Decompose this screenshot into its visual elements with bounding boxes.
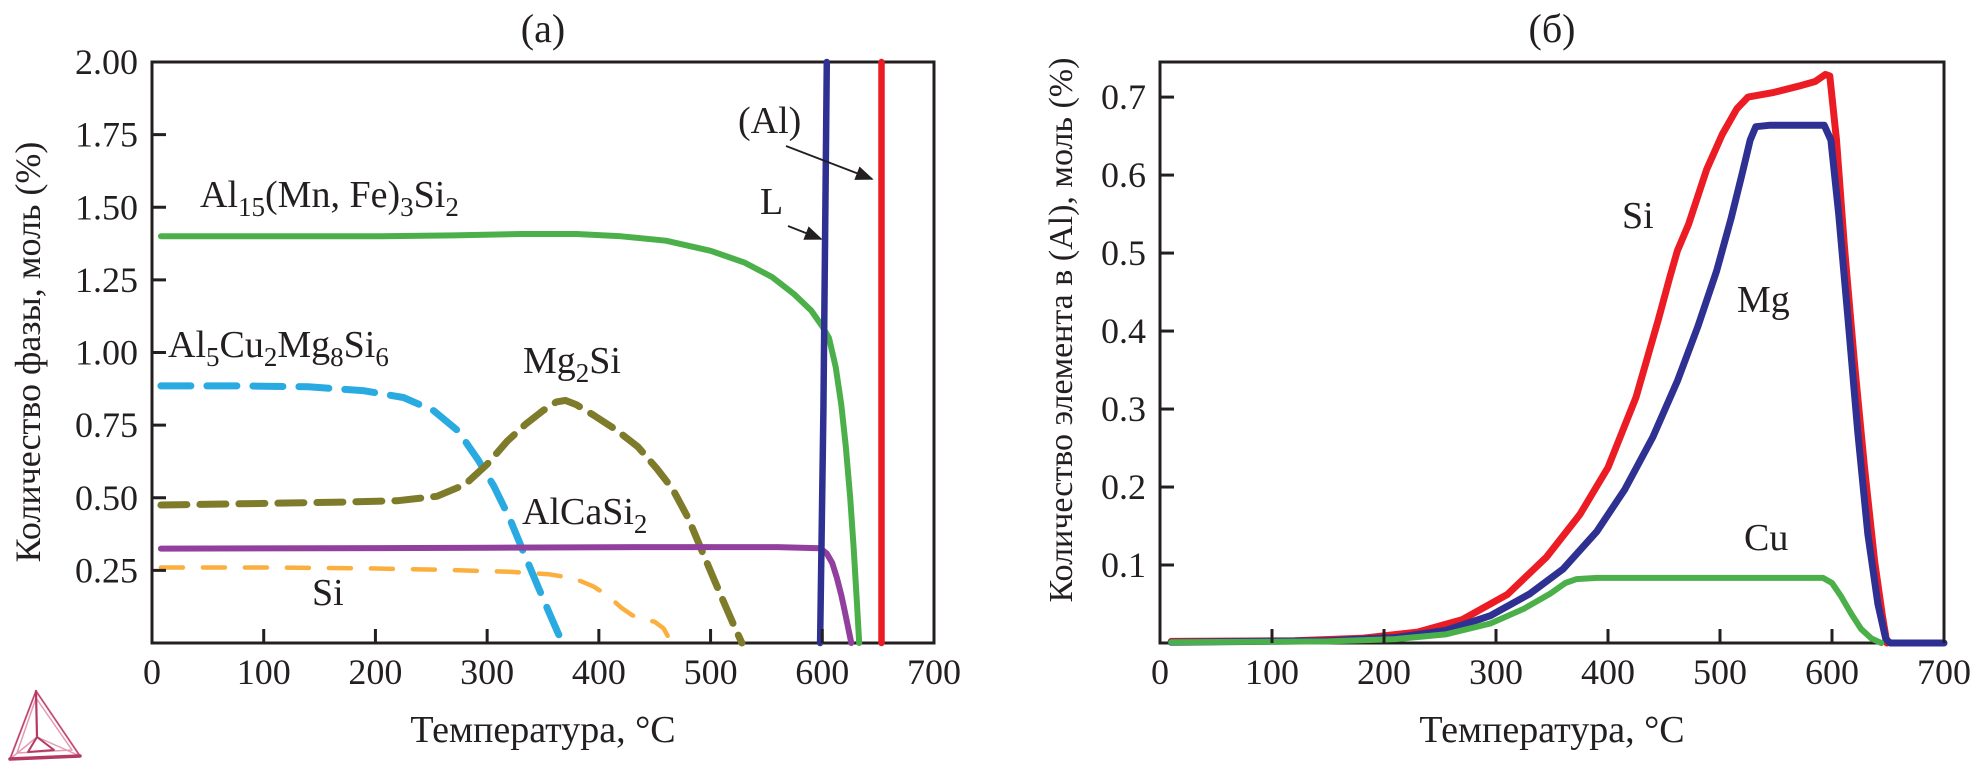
y-tick-label-b: 0.2 bbox=[1101, 467, 1146, 507]
x-tick-label-b: 0 bbox=[1151, 652, 1169, 692]
label-mg-in-al: Mg bbox=[1737, 279, 1790, 321]
logo-edge bbox=[36, 736, 81, 757]
label-liquid: L bbox=[760, 181, 783, 223]
series-b-mg-in-al bbox=[1167, 121, 1948, 647]
series-a-alcasi2 bbox=[157, 544, 855, 646]
thermo-calc-tetrahedron-logo bbox=[8, 689, 82, 761]
series-a-liquid bbox=[816, 58, 831, 647]
logo-edge bbox=[8, 754, 82, 761]
logo-edge bbox=[27, 736, 55, 753]
panel-b-ylabel: Количество элемента в (Al), моль (%) bbox=[1043, 58, 1080, 603]
y-tick-label-a: 0.25 bbox=[75, 550, 138, 590]
panel-a-ylabel: Количество фазы, моль (%) bbox=[8, 142, 48, 563]
panel-a: 0 100 200 300 400 500 600 700 0.25 0.50 0.75 1.00 1.… bbox=[8, 6, 961, 751]
y-tick-label-b: 0.6 bbox=[1101, 155, 1146, 195]
logo-edge bbox=[16, 697, 73, 754]
y-tick-label-a: 1.00 bbox=[75, 333, 138, 373]
al-fcc-arrow bbox=[785, 145, 874, 180]
label-si-in-al: Si bbox=[1622, 195, 1654, 237]
x-tick-label-b: 300 bbox=[1469, 652, 1523, 692]
y-tick-label-a: 1.25 bbox=[75, 260, 138, 300]
label-al15-mn-fe-3-si2: Al15(Mn, Fe)3Si2 bbox=[200, 174, 459, 222]
logo-edge bbox=[8, 689, 82, 761]
x-tick-label-b: 500 bbox=[1693, 652, 1747, 692]
series-a-mg2si bbox=[157, 396, 746, 647]
label-al-fcc: (Al) bbox=[738, 100, 801, 142]
panel-b: 0 100 200 300 400 500 600 700 0.1 0.2 0.3 0.4 0.5 0.6… bbox=[1043, 6, 1971, 751]
series-a-al5cu2mg8si6 bbox=[157, 382, 568, 647]
x-tick-label-a: 600 bbox=[795, 652, 849, 692]
y-tick-label-b: 0.5 bbox=[1101, 233, 1146, 273]
x-tick-label-a: 200 bbox=[348, 652, 402, 692]
series-b-cu-in-al bbox=[1168, 574, 1885, 646]
panel-a-title: (a) bbox=[521, 6, 565, 51]
label-cu-in-al: Cu bbox=[1744, 517, 1788, 559]
x-tick-label-a: 700 bbox=[907, 652, 961, 692]
label-mg2si: Mg2Si bbox=[523, 340, 621, 388]
logo-edge bbox=[9, 690, 81, 760]
y-tick-label-a: 1.75 bbox=[75, 115, 138, 155]
x-tick-label-b: 200 bbox=[1357, 652, 1411, 692]
liquid-arrow bbox=[787, 225, 823, 240]
y-tick-label-b: 0.1 bbox=[1101, 545, 1146, 585]
series-a-al15-mn-fe-3-si2 bbox=[157, 231, 863, 646]
panel-a-xlabel: Температура, °C bbox=[410, 709, 675, 751]
x-tick-label-a: 100 bbox=[237, 652, 291, 692]
x-tick-label-a: 500 bbox=[684, 652, 738, 692]
plot-frame-b bbox=[1158, 60, 1946, 645]
x-tick-label-a: 400 bbox=[572, 652, 626, 692]
x-tick-label-b: 600 bbox=[1805, 652, 1859, 692]
label-si-phase: Si bbox=[312, 572, 344, 614]
logo-edge bbox=[34, 689, 39, 739]
panel-b-title: (б) bbox=[1529, 6, 1576, 51]
y-tick-label-b: 0.7 bbox=[1101, 77, 1146, 117]
logo-edge bbox=[9, 736, 38, 760]
panel-b-xlabel: Температура, °C bbox=[1419, 709, 1684, 751]
y-tick-label-a: 0.75 bbox=[75, 405, 138, 445]
y-tick-label-a: 2.00 bbox=[75, 42, 138, 82]
x-tick-label-b: 700 bbox=[1917, 652, 1971, 692]
series-a-si-phase bbox=[158, 565, 674, 646]
x-tick-label-b: 400 bbox=[1581, 652, 1635, 692]
y-tick-label-b: 0.3 bbox=[1101, 389, 1146, 429]
x-tick-label-b: 100 bbox=[1245, 652, 1299, 692]
x-tick-label-a: 0 bbox=[143, 652, 161, 692]
y-tick-label-a: 0.50 bbox=[75, 478, 138, 518]
label-alcasi2: AlCaSi2 bbox=[522, 491, 647, 539]
y-tick-label-b: 0.4 bbox=[1101, 311, 1146, 351]
label-al5cu2mg8si6: Al5Cu2Mg8Si6 bbox=[168, 324, 389, 372]
y-tick-label-a: 1.50 bbox=[75, 187, 138, 227]
x-tick-label-a: 300 bbox=[460, 652, 514, 692]
